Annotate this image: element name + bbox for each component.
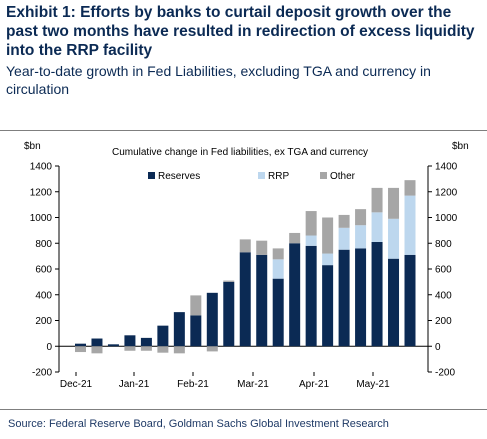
y-tick-label-right: 1400 (435, 162, 458, 173)
bar-rrp (404, 195, 416, 255)
bar-other (140, 346, 152, 351)
legend-label-other: Other (330, 171, 356, 182)
y-tick-label-right: 1200 (435, 187, 458, 198)
bar-other (157, 346, 169, 353)
bar-other (75, 346, 86, 353)
legend-swatch-reserves (148, 172, 155, 179)
y-tick-label-left: 1400 (30, 162, 53, 173)
x-tick-label: May-21 (356, 379, 390, 390)
bar-reserves (75, 343, 86, 347)
y-tick-label-right: 0 (435, 342, 441, 353)
bar-rrp (322, 253, 334, 266)
x-tick-label: Jan-21 (119, 379, 150, 390)
bar-reserves (124, 335, 136, 347)
bar-other (223, 280, 235, 282)
exhibit-title: Exhibit 1: Efforts by banks to curtail d… (6, 4, 475, 59)
bar-reserves (140, 337, 152, 347)
bar-other (322, 217, 334, 254)
bar-reserves (107, 344, 119, 347)
bar-other (305, 211, 317, 236)
chart-axes: -200 -200 0 0 200 200 400 400 600 600 800 800 1000 10… (30, 162, 458, 391)
chart-bars (75, 180, 416, 354)
y-tick-label-right: 400 (435, 290, 452, 301)
bar-reserves (223, 281, 235, 347)
y-tick-label-right: 200 (435, 316, 452, 327)
bar-reserves (404, 254, 416, 347)
y-tick-label-left: 1000 (30, 213, 53, 224)
bar-reserves (239, 252, 251, 347)
bar-other (91, 346, 103, 354)
bar-other (289, 232, 301, 244)
y-tick-label-left: 400 (35, 290, 52, 301)
source-note: Source: Federal Reserve Board, Goldman S… (8, 418, 389, 430)
y-tick-label-right: 600 (435, 265, 452, 276)
legend-label-reserves: Reserves (158, 171, 200, 182)
x-tick-label: Mar-21 (237, 379, 269, 390)
bar-reserves (157, 325, 169, 347)
bar-rrp (371, 212, 383, 242)
bar-reserves (338, 249, 350, 347)
y-axis-right-unit: $bn (452, 141, 469, 152)
legend-swatch-other (320, 172, 327, 179)
chart-legend: Reserves RRP Other (148, 171, 356, 182)
y-tick-label-left: 200 (35, 316, 52, 327)
bar-reserves (190, 315, 202, 347)
legend-label-rrp: RRP (268, 171, 289, 182)
bar-reserves (371, 241, 383, 347)
y-tick-label-left: 800 (35, 239, 52, 250)
bar-reserves (289, 243, 301, 347)
bar-other (338, 214, 350, 228)
y-tick-label-right: 800 (435, 239, 452, 250)
bar-other (173, 346, 185, 354)
y-tick-label-left: 600 (35, 265, 52, 276)
bar-reserves (322, 265, 334, 347)
x-tick-label: Apr-21 (299, 379, 329, 390)
bar-rrp (388, 218, 400, 259)
bar-reserves (355, 248, 367, 347)
bar-other (124, 346, 136, 351)
x-tick-label: Dec-21 (60, 379, 93, 390)
bar-reserves (91, 338, 103, 347)
bottom-divider (0, 409, 487, 410)
bar-reserves (206, 292, 218, 347)
bar-rrp (272, 259, 284, 279)
bar-reserves (305, 245, 317, 347)
bar-other (404, 180, 416, 196)
y-tick-label-right: -200 (435, 368, 455, 379)
bar-reserves (173, 312, 185, 347)
bar-other (190, 295, 202, 316)
bar-other (371, 187, 383, 213)
bar-reserves (388, 258, 400, 347)
bar-other (256, 240, 268, 255)
top-divider (0, 130, 487, 131)
exhibit-subtitle: Year-to-date growth in Fed Liabilities, … (6, 63, 431, 97)
bar-other (388, 187, 400, 219)
bar-reserves (256, 254, 268, 347)
bar-other (206, 346, 218, 352)
chart-title: Cumulative change in Fed liabilities, ex… (112, 147, 368, 158)
bar-rrp (338, 227, 350, 250)
bar-rrp (355, 225, 367, 249)
y-tick-label-left: -200 (32, 368, 52, 379)
y-axis-left-unit: $bn (24, 141, 41, 152)
bar-other (239, 239, 251, 253)
bar-reserves (272, 278, 284, 347)
bar-rrp (305, 235, 317, 246)
legend-swatch-rrp (258, 172, 265, 179)
bar-other (355, 209, 367, 226)
bar-other (272, 248, 284, 260)
y-tick-label-left: 0 (46, 342, 52, 353)
y-tick-label-left: 1200 (30, 187, 53, 198)
y-tick-label-right: 1000 (435, 213, 458, 224)
x-tick-label: Feb-21 (177, 379, 209, 390)
